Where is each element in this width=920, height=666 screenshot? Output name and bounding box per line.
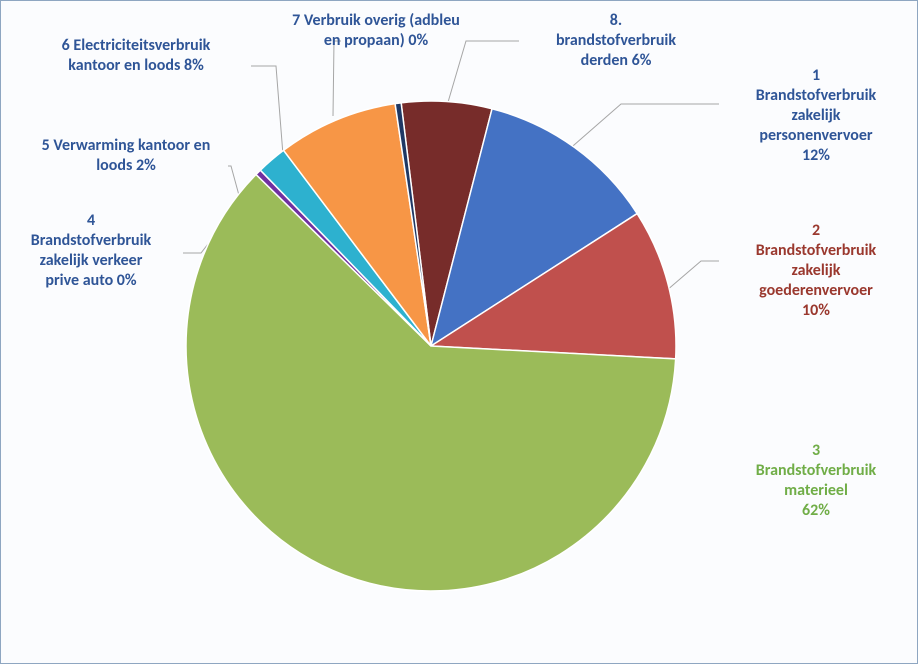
label-4: 4Brandstofverbruikzakelijk verkeerprive … [1,211,181,291]
label-1: 1Brandstofverbruikzakelijkpersonenvervoe… [721,66,911,166]
leader-6 [251,66,283,155]
leader-7 [333,41,341,116]
label-8: 8.brandstofverbruikderden 6% [521,11,711,71]
leader-8 [446,41,519,109]
leader-1 [566,104,719,152]
label-7: 7 Verbruik overig (adbleuen propaan) 0% [251,11,501,51]
leader-2 [666,261,719,291]
label-2: 2Brandstofverbruikzakelijkgoederenvervoe… [721,221,911,321]
chart-frame: 8.brandstofverbruikderden 6%1Brandstofve… [0,0,918,664]
label-3: 3Brandstofverbruikmaterieel62% [721,441,911,521]
label-6: 6 Electriciteitsverbruikkantoor en loods… [11,36,261,76]
label-5: 5 Verwarming kantoor enloods 2% [11,136,241,176]
